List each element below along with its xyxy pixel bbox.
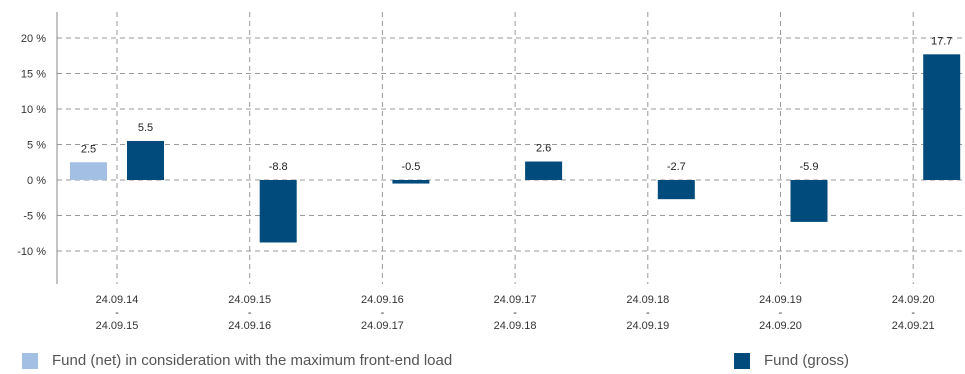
bar-gross xyxy=(657,180,695,200)
bar-gross xyxy=(392,180,430,184)
axis-layer: 20 %15 %10 %5 %0 %-5 %-10 %24.09.14-24.0… xyxy=(17,12,935,332)
x-tick-label: 24.09.14 xyxy=(96,294,139,306)
x-tick-label: - xyxy=(248,307,252,319)
bar-net xyxy=(70,162,107,180)
x-tick-label: 24.09.16 xyxy=(228,320,271,332)
legend-label-gross: Fund (gross) xyxy=(764,352,850,369)
bar-gross xyxy=(127,140,164,180)
data-label: 5.5 xyxy=(138,122,153,134)
x-tick-label: 24.09.17 xyxy=(361,320,404,332)
data-label: -8.8 xyxy=(269,161,288,173)
x-tick-label: - xyxy=(381,307,385,319)
x-tick-label: - xyxy=(911,307,915,319)
data-label: 2.5 xyxy=(81,143,96,155)
label-layer: 2.5 5.5 -8.8 -0.5 2.6 -2.7 -5.9 17.7 xyxy=(81,35,953,173)
x-tick-label: - xyxy=(115,307,119,319)
x-tick-label: 24.09.20 xyxy=(892,294,935,306)
legend-swatch-gross xyxy=(734,352,750,369)
x-tick-label: 24.09.15 xyxy=(228,294,271,306)
x-tick-label: - xyxy=(779,307,783,319)
bar-gross xyxy=(923,54,961,180)
x-tick-label: 24.09.20 xyxy=(759,320,802,332)
x-tick-label: 24.09.17 xyxy=(494,294,537,306)
legend-swatch-net xyxy=(22,352,38,369)
x-tick-label: - xyxy=(513,307,517,319)
y-tick-label: 20 % xyxy=(21,33,46,45)
data-label: 17.7 xyxy=(931,35,952,47)
y-tick-label: 15 % xyxy=(21,69,46,81)
grid-layer xyxy=(57,12,965,284)
x-tick-label: 24.09.16 xyxy=(361,294,404,306)
bar-layer xyxy=(70,54,961,243)
data-label: -2.7 xyxy=(667,161,686,173)
x-tick-label: 24.09.19 xyxy=(759,294,802,306)
y-tick-label: 10 % xyxy=(21,104,46,116)
y-tick-label: 0 % xyxy=(27,175,46,187)
data-label: 2.6 xyxy=(536,143,551,155)
x-tick-label: 24.09.18 xyxy=(494,320,537,332)
legend-item-net: Fund (net) in consideration with the max… xyxy=(22,352,452,369)
x-tick-label: 24.09.19 xyxy=(626,320,669,332)
y-tick-label: -5 % xyxy=(23,211,46,223)
legend-item-gross: Fund (gross) xyxy=(734,352,849,369)
y-tick-label: -10 % xyxy=(17,246,46,258)
bar-gross xyxy=(790,180,828,222)
x-tick-label: 24.09.18 xyxy=(626,294,669,306)
x-tick-label: - xyxy=(646,307,650,319)
y-tick-label: 5 % xyxy=(27,140,46,152)
data-label: -5.9 xyxy=(800,161,819,173)
x-tick-label: 24.09.21 xyxy=(892,320,935,332)
data-label: -0.5 xyxy=(401,161,420,173)
legend-label-net: Fund (net) in consideration with the max… xyxy=(52,352,453,369)
bar-gross xyxy=(259,180,297,243)
x-tick-label: 24.09.15 xyxy=(96,320,139,332)
bar-gross xyxy=(525,161,563,180)
